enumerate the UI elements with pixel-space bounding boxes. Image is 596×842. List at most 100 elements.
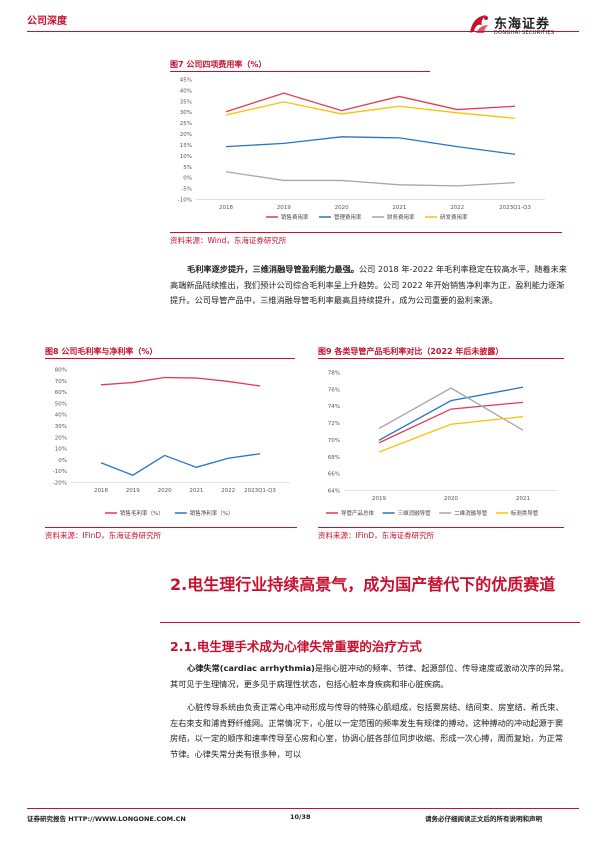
section-heading-rule [160,622,580,623]
fig7-legend-label-1: 管理费用率 [334,213,362,221]
fig8-xtick: 2022 [221,488,235,494]
fig7-series-line-0 [225,92,516,113]
figure9-source-rule [318,527,564,528]
fig8-xtick: 2023Q1-Q3 [244,488,276,494]
fig9-series-line-0 [378,401,524,444]
figure7-source-rule [170,232,562,233]
fig7-ytick: 40% [180,88,192,94]
figure7-source: 资料来源：Wind，东海证券研究所 [170,236,287,245]
fig7-legend-label-3: 研发费用率 [440,213,468,221]
fig7-xtick: 2021 [392,205,406,211]
fig9-legend-label-3: 标测类导管 [511,509,539,517]
fig9-xtick: 2020 [444,496,458,502]
figure8-source: 资料来源：IFinD，东海证券研究所 [45,531,162,540]
footer-left: 证券研究报告 HTTP://WWW.LONGONE.COM.CN [27,815,186,823]
section-heading: 2.电生理行业持续高景气，成为国产替代下的优质赛道 [170,575,556,594]
figure7-chart: 45% 40% 35% 30% 25% 20% 15% 10% 5% 0% -5% -10% 2018 2… [178,78,545,221]
fig7-legend-label-0: 销售费用率 [281,213,309,221]
fig7-ytick: 5% [183,165,192,171]
fig7-ytick: 45% [180,78,192,84]
fig7-series-line-1 [225,136,516,155]
fig9-ytick: 72% [328,421,340,427]
fig7-xtick: 2020 [335,205,349,211]
figure9-source: 资料来源：IFinD，东海证券研究所 [318,531,435,540]
fig8-xtick: 2021 [189,488,203,494]
fig8-legend-label-0: 销售毛利率（%） [120,509,164,517]
fig8-ytick: 0% [58,458,67,464]
page-number: 10/38 [290,813,311,821]
fig9-ytick: 78% [328,371,340,377]
figure8-title: 图8 公司毛利率与净利率（%） [45,347,158,356]
fig7-ytick: 20% [180,132,192,138]
fig8-legend-label-1: 销售净利率（%） [190,509,234,517]
fig9-ytick: 70% [328,438,340,444]
fig7-xtick: 2022 [450,205,464,211]
figure8-source-rule [45,527,297,528]
fig9-xtick: 2019 [372,496,386,502]
fig9-xtick: 2021 [516,496,530,502]
fig7-xtick: 2019 [277,205,291,211]
fig8-ytick: 10% [55,447,67,453]
fig9-ytick: 64% [328,489,340,495]
fig7-ytick: 0% [183,176,192,182]
logo-subtext: DONGHAI SECURITIES [494,30,555,36]
fig9-ytick: 66% [328,472,340,478]
figure9-chart: 78% 76% 74% 72% 70% 68% 66% 64% 2019 2020 2021 导管产品… [326,371,558,517]
paragraph2-body: 是指心脏冲动的频率、节律、起源部位、传导速度或激动次序的异常。其可见于生理情况，… [170,663,569,689]
footer-disclaimer: 请务必仔细阅读正文后的所有说明和声明 [425,815,542,823]
fig9-ytick: 74% [328,404,340,410]
donghai-logo-icon [470,15,488,33]
fig7-xtick: 2023Q1-Q3 [499,205,531,211]
figure8-chart: 80% 70% 60% 50% 40% 30% 20% 10% 0% -10% -20% 2018 20… [53,368,290,517]
fig9-series-line-1 [378,386,524,441]
fig9-ytick: 76% [328,387,340,393]
paragraph-margin: 毛利率逐步提升，三维消融导管盈利能力最强。公司 2018 年-2022 年毛利率… [170,262,570,309]
fig9-legend-label-0: 导管产品总体 [341,509,375,517]
paragraph2-lead: 心律失常(cardiac arrhythmia) [187,663,315,673]
section-label: 公司深度 [27,16,67,27]
figure9-title-rule [318,358,564,359]
subsection-heading: 2.1.电生理手术成为心律失常重要的治疗方式 [170,639,422,654]
paragraph3: 心脏传导系统由负责正常心电冲动形成与传导的特殊心肌组成，包括窦房结、结间束、房室… [170,702,564,759]
logo-text: 东海证券 [494,17,551,32]
fig7-ytick: -10% [178,198,192,204]
fig8-xtick: 2018 [94,488,108,494]
fig8-ytick: 80% [55,368,67,374]
fig8-ytick: 50% [55,401,67,407]
fig9-series-line-2 [378,387,524,431]
figure7-title-rule [170,71,430,72]
figure9-title: 图9 各类导管产品毛利率对比（2022 年后未披露） [318,347,504,356]
fig8-ytick: 20% [55,435,67,441]
fig8-ytick: -20% [53,481,67,487]
fig8-series-line-0 [100,376,261,387]
fig9-legend-label-1: 三维消融导管 [398,509,432,517]
fig7-legend-label-2: 财务费用率 [387,213,415,221]
fig9-ytick: 68% [328,455,340,461]
fig7-ytick: 35% [180,99,192,105]
header-divider [27,31,579,32]
figure7-title: 图7 公司四项费用率（%） [170,60,267,69]
fig8-series-line-1 [100,453,261,476]
fig7-xtick: 2018 [219,205,233,211]
fig7-series-line-3 [225,101,516,119]
paragraph1-lead: 毛利率逐步提升，三维消融导管盈利能力最强。 [187,264,359,274]
fig8-xtick: 2020 [158,488,172,494]
fig8-ytick: 40% [55,413,67,419]
footer-divider [27,808,579,809]
fig9-series-line-3 [378,416,524,453]
fig8-ytick: -10% [53,469,67,475]
fig7-ytick: 15% [180,143,192,149]
figure8-title-rule [45,358,295,359]
fig7-series-line-2 [225,171,516,187]
fig8-ytick: 30% [55,424,67,430]
fig7-ytick: 10% [180,154,192,160]
fig7-ytick: 30% [180,110,192,116]
paragraph1-body: 公司 2018 年-2022 年毛利率稳定在较高水平，随着未来高端新品陆续推出，… [170,264,567,305]
fig8-ytick: 60% [55,390,67,396]
fig8-xtick: 2019 [126,488,140,494]
fig7-ytick: 25% [180,121,192,127]
paragraph2: 心律失常(cardiac arrhythmia)是指心脏冲动的频率、节律、起源部… [170,661,570,692]
fig7-ytick: -5% [181,187,192,193]
fig8-ytick: 70% [55,379,67,385]
fig9-legend-label-2: 二维消融导管 [454,509,488,517]
